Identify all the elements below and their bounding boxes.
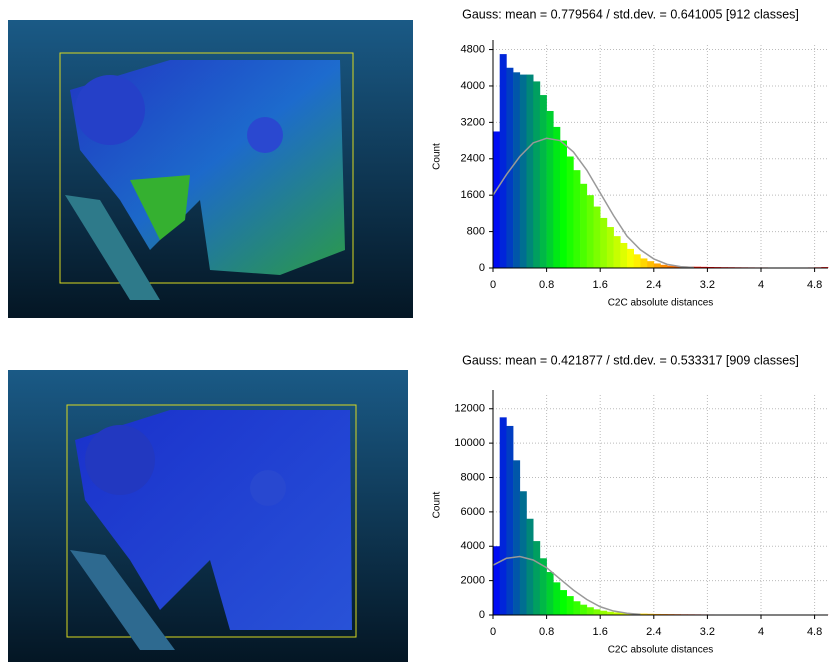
bar bbox=[613, 612, 621, 615]
bar bbox=[660, 264, 668, 268]
x-axis-label: C2C absolute distances bbox=[608, 298, 714, 309]
x-tick-label: 4.8 bbox=[807, 626, 822, 638]
y-axis-label: Count bbox=[432, 143, 443, 170]
bar bbox=[586, 607, 594, 615]
bar bbox=[673, 266, 681, 268]
bar bbox=[553, 582, 561, 615]
bar bbox=[519, 74, 527, 268]
bar bbox=[593, 609, 601, 615]
bar bbox=[593, 206, 601, 268]
bar bbox=[573, 601, 581, 615]
y-tick-label: 12000 bbox=[454, 403, 485, 415]
bar bbox=[647, 613, 655, 615]
bar bbox=[506, 67, 514, 269]
y-tick-label: 2400 bbox=[461, 153, 485, 165]
bar bbox=[539, 95, 547, 269]
bar bbox=[533, 81, 541, 268]
point-cloud-view bbox=[8, 370, 408, 662]
y-tick-label: 4000 bbox=[461, 540, 485, 552]
bar bbox=[694, 266, 701, 268]
bar bbox=[647, 261, 655, 268]
x-tick-label: 0.8 bbox=[539, 626, 554, 638]
bar bbox=[499, 54, 507, 269]
x-axis-label: C2C absolute distances bbox=[608, 645, 714, 656]
x-tick-label: 0 bbox=[490, 626, 496, 638]
bar bbox=[493, 546, 500, 615]
x-tick-label: 1.6 bbox=[593, 279, 608, 291]
bar bbox=[600, 610, 608, 615]
y-tick-label: 4000 bbox=[461, 80, 485, 92]
bar bbox=[620, 242, 628, 268]
bar bbox=[566, 596, 574, 615]
bar bbox=[506, 425, 514, 615]
bar bbox=[513, 460, 521, 615]
bar bbox=[580, 604, 588, 615]
bar bbox=[606, 227, 614, 268]
y-tick-label: 10000 bbox=[454, 437, 485, 449]
x-tick-label: 2.4 bbox=[646, 279, 661, 291]
bar bbox=[493, 131, 500, 268]
bar bbox=[566, 156, 574, 268]
bar bbox=[560, 590, 567, 615]
bar bbox=[606, 611, 614, 615]
bar bbox=[600, 217, 608, 268]
bar bbox=[553, 126, 561, 268]
x-tick-label: 2.4 bbox=[646, 626, 661, 638]
y-tick-label: 4800 bbox=[461, 43, 485, 55]
x-tick-label: 3.2 bbox=[700, 626, 715, 638]
x-tick-label: 0 bbox=[490, 279, 496, 291]
y-axis-label: Count bbox=[432, 491, 443, 518]
y-tick-label: 0 bbox=[479, 262, 485, 274]
bar bbox=[586, 195, 594, 268]
y-tick-label: 1600 bbox=[461, 189, 485, 201]
gauss-curve bbox=[492, 555, 641, 616]
bar bbox=[640, 258, 648, 268]
bar bbox=[620, 612, 628, 615]
bar bbox=[513, 72, 521, 268]
y-tick-label: 6000 bbox=[461, 506, 485, 518]
bar bbox=[533, 541, 541, 615]
y-tick-label: 8000 bbox=[461, 471, 485, 483]
bar bbox=[633, 254, 641, 268]
bar bbox=[707, 266, 715, 268]
bar bbox=[667, 265, 675, 268]
bar bbox=[539, 558, 547, 615]
bar bbox=[627, 248, 634, 268]
x-tick-label: 4 bbox=[758, 279, 764, 291]
y-tick-label: 800 bbox=[467, 225, 485, 237]
x-tick-label: 3.2 bbox=[700, 279, 715, 291]
bar bbox=[613, 236, 621, 268]
bar bbox=[499, 417, 507, 615]
x-tick-label: 4 bbox=[758, 626, 764, 638]
bar bbox=[653, 263, 661, 268]
bar bbox=[526, 74, 534, 268]
x-tick-label: 4.8 bbox=[807, 279, 822, 291]
y-tick-label: 2000 bbox=[461, 575, 485, 587]
bar bbox=[546, 572, 554, 615]
bar bbox=[580, 183, 588, 268]
x-tick-label: 1.6 bbox=[593, 626, 608, 638]
bar bbox=[700, 266, 708, 268]
chart-title: Gauss: mean = 0.421877 / std.dev. = 0.53… bbox=[462, 353, 799, 367]
bar bbox=[573, 170, 581, 268]
bar bbox=[560, 140, 567, 268]
bar bbox=[519, 491, 527, 615]
bar bbox=[526, 518, 534, 615]
point-cloud-view bbox=[8, 20, 413, 318]
bar bbox=[546, 110, 554, 268]
gauss-curve bbox=[492, 137, 695, 269]
chart-title: Gauss: mean = 0.779564 / std.dev. = 0.64… bbox=[462, 7, 799, 21]
bar bbox=[640, 613, 648, 615]
y-tick-label: 3200 bbox=[461, 116, 485, 128]
bar bbox=[653, 613, 661, 615]
y-tick-label: 0 bbox=[479, 609, 485, 621]
x-tick-label: 0.8 bbox=[539, 279, 554, 291]
